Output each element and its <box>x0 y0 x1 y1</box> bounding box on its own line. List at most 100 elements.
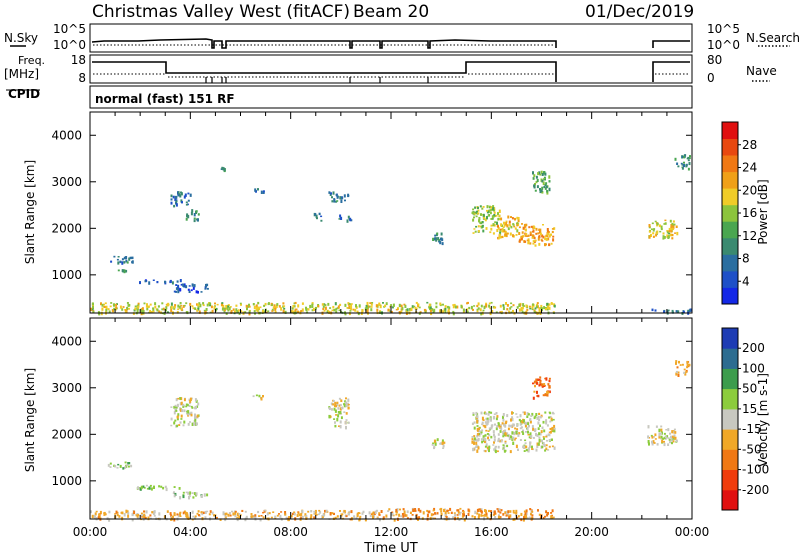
power-cell <box>654 309 657 312</box>
power-cell <box>522 226 525 230</box>
power-cell <box>170 305 173 310</box>
velocity-cell <box>182 403 185 407</box>
power-cell <box>536 303 539 307</box>
velocity-cell <box>260 397 263 401</box>
power-cell <box>531 234 534 237</box>
power-cell <box>440 310 443 313</box>
power-cell <box>538 308 541 312</box>
power-cell <box>336 200 339 202</box>
power-cell <box>544 172 547 176</box>
velocity-cell <box>518 418 521 422</box>
power-cell <box>191 209 194 213</box>
velocity-cell <box>504 440 507 443</box>
power-cell <box>352 308 355 311</box>
velocity-cell <box>471 440 474 444</box>
velocity-cell <box>229 514 232 517</box>
power-cell <box>479 205 482 208</box>
power-cell <box>147 305 150 308</box>
velocity-cell <box>529 420 532 424</box>
velocity-cell <box>317 513 320 516</box>
velocity-cell <box>672 440 675 443</box>
velocity-cell <box>516 425 519 427</box>
power-cell <box>506 232 509 235</box>
power-cell <box>538 171 541 175</box>
power-cell <box>169 279 172 283</box>
power-cell <box>370 303 373 306</box>
velocity-cell <box>489 417 492 421</box>
power-cell <box>677 310 680 313</box>
power-cell <box>172 195 175 199</box>
velocity-cell <box>516 416 519 418</box>
power-cell <box>375 304 378 308</box>
power-cell <box>248 303 250 306</box>
velocity-cell <box>188 493 191 495</box>
velocity-cell <box>328 407 331 410</box>
velocity-cell <box>262 516 265 519</box>
velocity-cell <box>526 412 529 416</box>
velocity-cell <box>539 381 542 384</box>
power-cell <box>475 225 478 228</box>
power-cell <box>477 206 479 210</box>
power-cell <box>406 309 408 314</box>
power-cell <box>176 280 179 283</box>
velocity-cell <box>127 465 130 468</box>
power-cbar-tick-label: 20 <box>742 183 757 197</box>
velocity-cell <box>504 421 507 425</box>
power-cell <box>215 309 218 312</box>
power-cell <box>493 306 496 309</box>
power-cell <box>136 309 139 313</box>
power-region-2 <box>117 269 128 274</box>
power-cell <box>435 305 438 309</box>
power-cell <box>210 305 213 309</box>
power-cell <box>533 226 536 229</box>
power-cell <box>652 232 655 235</box>
velocity-region-2 <box>107 461 133 470</box>
power-cell <box>670 224 673 228</box>
velocity-cell <box>471 438 474 440</box>
velocity-cell <box>686 360 689 365</box>
power-cell <box>317 305 320 308</box>
velocity-region-1 <box>378 507 555 522</box>
power-cell <box>497 217 500 221</box>
power-cell <box>660 228 663 231</box>
velocity-cell <box>431 517 434 520</box>
power-cell <box>90 307 93 312</box>
power-cell <box>524 235 527 237</box>
power-cell <box>417 303 420 306</box>
velocity-cell <box>510 435 512 439</box>
velocity-cell <box>524 421 527 425</box>
velocity-cell <box>674 436 677 440</box>
power-cell <box>194 307 197 310</box>
power-cbar-tick-label: 4 <box>742 274 750 288</box>
velocity-cell <box>535 413 538 416</box>
power-cell <box>674 157 677 161</box>
velocity-cell <box>473 421 476 424</box>
power-cell <box>228 306 231 311</box>
velocity-cell <box>345 515 348 518</box>
velocity-cell <box>502 415 504 420</box>
velocity-cell <box>206 493 209 497</box>
power-cell <box>111 309 114 312</box>
velocity-cell <box>517 448 519 451</box>
power-cell <box>516 306 519 309</box>
velocity-cell <box>174 408 177 411</box>
power-cell <box>474 206 477 209</box>
velocity-cell <box>683 368 686 371</box>
power-cell <box>541 191 544 194</box>
power-cell <box>531 305 534 309</box>
velocity-cell <box>513 512 516 514</box>
velocity-cell <box>147 516 150 519</box>
velocity-cell <box>480 438 483 441</box>
power-cell <box>490 218 493 220</box>
power-cell <box>347 193 350 198</box>
velocity-cell <box>494 423 496 426</box>
power-cell <box>331 196 333 199</box>
power-cell <box>240 304 242 306</box>
velocity-cell <box>476 427 479 432</box>
power-cell <box>323 310 326 312</box>
power-cell <box>483 305 486 310</box>
velocity-cell <box>539 516 542 520</box>
power-cell <box>503 224 506 227</box>
velocity-cell <box>476 512 479 515</box>
velocity-cell <box>512 518 515 521</box>
